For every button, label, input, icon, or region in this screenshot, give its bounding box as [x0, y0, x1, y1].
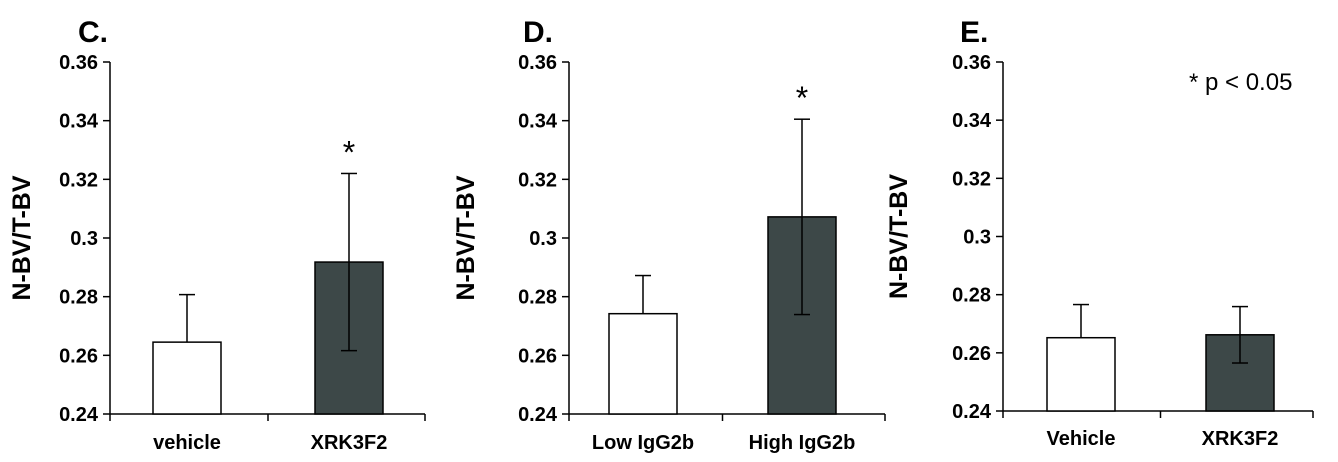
- panel-letter: D.: [523, 16, 553, 49]
- y-tick-label: 0.36: [952, 52, 991, 74]
- y-tick-label: 0.28: [59, 287, 98, 309]
- y-axis-label: N-BV/T-BV: [452, 175, 480, 300]
- x-category-label: Low IgG2b: [592, 432, 694, 454]
- y-tick-label: 0.34: [952, 110, 992, 132]
- y-tick-label: 0.34: [518, 111, 558, 133]
- y-tick-label: 0.3: [529, 228, 557, 250]
- x-category-label: High IgG2b: [749, 432, 856, 454]
- bar: [608, 312, 678, 415]
- y-tick-label: 0.24: [518, 404, 558, 426]
- y-tick-label: 0.28: [518, 287, 557, 309]
- y-tick-label: 0.28: [952, 285, 991, 307]
- y-tick-label: 0.36: [518, 52, 557, 74]
- y-tick-label: 0.26: [59, 345, 98, 367]
- bar: [152, 341, 222, 415]
- x-category-label: vehicle: [153, 432, 221, 454]
- panel-e-chart: E. 0.24 0.26 0.28 0.3 0.32 0.34 0.36 N-BV/T-BV Ve…: [885, 16, 1314, 450]
- panel-c-chart: C. 0.24 0.26 0.28 0.3 0.32 0.34 0.36 N-BV/T-BV ve…: [8, 16, 426, 454]
- y-tick-label: 0.24: [59, 404, 99, 426]
- panel-letter: C.: [78, 16, 108, 49]
- x-category-label: Vehicle: [1047, 428, 1116, 450]
- y-tick-label: 0.32: [518, 169, 557, 191]
- significance-star: *: [796, 80, 808, 116]
- y-tick-label: 0.24: [952, 401, 992, 423]
- x-category-label: XRK3F2: [1202, 428, 1279, 450]
- y-axis-label: N-BV/T-BV: [8, 175, 36, 300]
- y-tick-label: 0.3: [70, 228, 98, 250]
- significance-star: *: [343, 134, 355, 170]
- y-axis-label: N-BV/T-BV: [885, 174, 913, 299]
- significance-note: * p < 0.05: [1189, 69, 1292, 96]
- y-tick-label: 0.26: [518, 345, 557, 367]
- y-tick-label: 0.3: [963, 227, 991, 249]
- panel-d-chart: D. 0.24 0.26 0.28 0.3 0.32 0.34 0.36 N-BV/T-BV Lo…: [452, 16, 886, 454]
- x-category-label: XRK3F2: [311, 432, 388, 454]
- panel-letter: E.: [960, 16, 988, 49]
- y-tick-label: 0.34: [59, 111, 99, 133]
- y-tick-label: 0.26: [952, 343, 991, 365]
- bar: [1046, 336, 1116, 412]
- bar: [1205, 334, 1275, 412]
- y-tick-label: 0.36: [59, 52, 98, 74]
- y-tick-label: 0.32: [952, 168, 991, 190]
- y-tick-label: 0.32: [59, 169, 98, 191]
